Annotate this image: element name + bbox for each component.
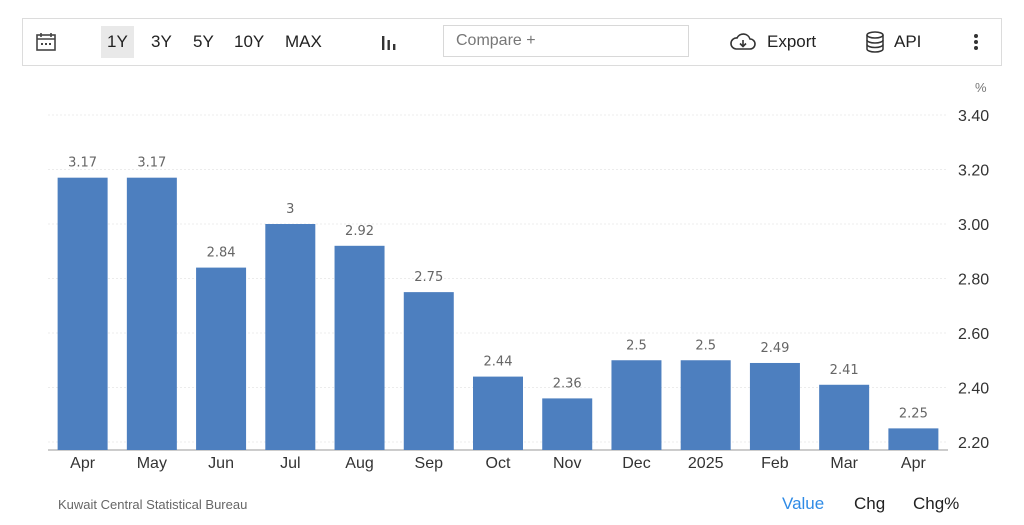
bar	[542, 398, 593, 450]
data-label: 2.5	[626, 338, 647, 353]
data-label: 2.44	[484, 355, 513, 370]
x-tick-label: Dec	[622, 455, 650, 472]
calendar-icon[interactable]	[35, 19, 57, 65]
data-label: 2.5	[695, 338, 716, 353]
range-5y-button[interactable]: 5Y	[193, 32, 214, 51]
x-tick-label: Jul	[280, 455, 300, 472]
y-tick-label: 2.40	[958, 381, 989, 398]
tab-value[interactable]: Value	[782, 494, 825, 513]
bar-chart-icon[interactable]	[379, 19, 399, 65]
x-tick-label: Apr	[901, 455, 927, 472]
x-tick-label: Jun	[208, 455, 234, 472]
bar	[680, 360, 731, 450]
x-tick-label: 2025	[688, 455, 724, 472]
bar	[611, 360, 662, 450]
data-label: 2.49	[760, 341, 789, 356]
x-tick-label: Feb	[761, 455, 789, 472]
source-label: Kuwait Central Statistical Bureau	[58, 497, 248, 512]
export-label: Export	[767, 32, 817, 51]
bar	[819, 384, 870, 450]
y-tick-label: 2.20	[958, 435, 989, 452]
tab-chg-percent[interactable]: Chg%	[913, 494, 960, 513]
api-button[interactable]: API	[865, 19, 921, 65]
x-tick-label: Oct	[486, 455, 511, 472]
range-1y-button[interactable]: 1Y	[101, 26, 134, 58]
data-label: 2.92	[345, 224, 374, 239]
kebab-menu-icon[interactable]	[973, 19, 979, 65]
data-label: 3.17	[137, 156, 166, 171]
x-tick-label: Nov	[553, 455, 581, 472]
range-10y-button[interactable]: 10Y	[234, 32, 265, 51]
data-label: 3	[286, 202, 294, 217]
data-label: 2.25	[899, 406, 928, 421]
y-tick-label: 3.00	[958, 217, 989, 234]
data-label: 2.75	[414, 270, 443, 285]
x-tick-label: May	[137, 455, 167, 472]
y-tick-label: 3.20	[958, 163, 989, 180]
x-tick-label: Aug	[345, 455, 373, 472]
bar	[888, 428, 939, 450]
bar	[265, 224, 316, 450]
database-icon	[865, 31, 885, 53]
y-tick-label: 2.80	[958, 272, 989, 289]
bar	[473, 376, 523, 450]
api-label: API	[894, 32, 922, 51]
bar	[57, 177, 108, 451]
bar	[126, 177, 177, 451]
compare-input[interactable]	[443, 25, 689, 57]
data-label: 3.17	[68, 156, 97, 171]
data-label: 2.84	[207, 246, 236, 261]
data-label: 2.36	[553, 376, 582, 391]
y-tick-label: 2.60	[958, 326, 989, 343]
range-3y-button[interactable]: 3Y	[151, 32, 172, 51]
chart-toolbar: 1Y 3Y 5Y 10Y MAX Export	[22, 18, 1002, 66]
x-tick-label: Apr	[70, 455, 96, 472]
tab-chg[interactable]: Chg	[854, 494, 886, 513]
bar-chart: 3.40 3.20 3.00 2.80 2.60 2.40 2.20 3.17 Apr 3.17 M…	[48, 108, 989, 472]
bar	[196, 267, 247, 450]
bar	[334, 245, 385, 450]
x-tick-label: Sep	[415, 455, 444, 472]
cloud-download-icon	[729, 32, 757, 52]
export-button[interactable]: Export	[729, 19, 816, 65]
x-tick-label: Mar	[830, 455, 858, 472]
range-max-button[interactable]: MAX	[285, 32, 322, 51]
unit-label: %	[975, 80, 987, 95]
data-label: 2.41	[830, 363, 859, 378]
y-tick-label: 3.40	[958, 108, 989, 125]
bar	[749, 362, 800, 450]
bar	[403, 292, 454, 450]
